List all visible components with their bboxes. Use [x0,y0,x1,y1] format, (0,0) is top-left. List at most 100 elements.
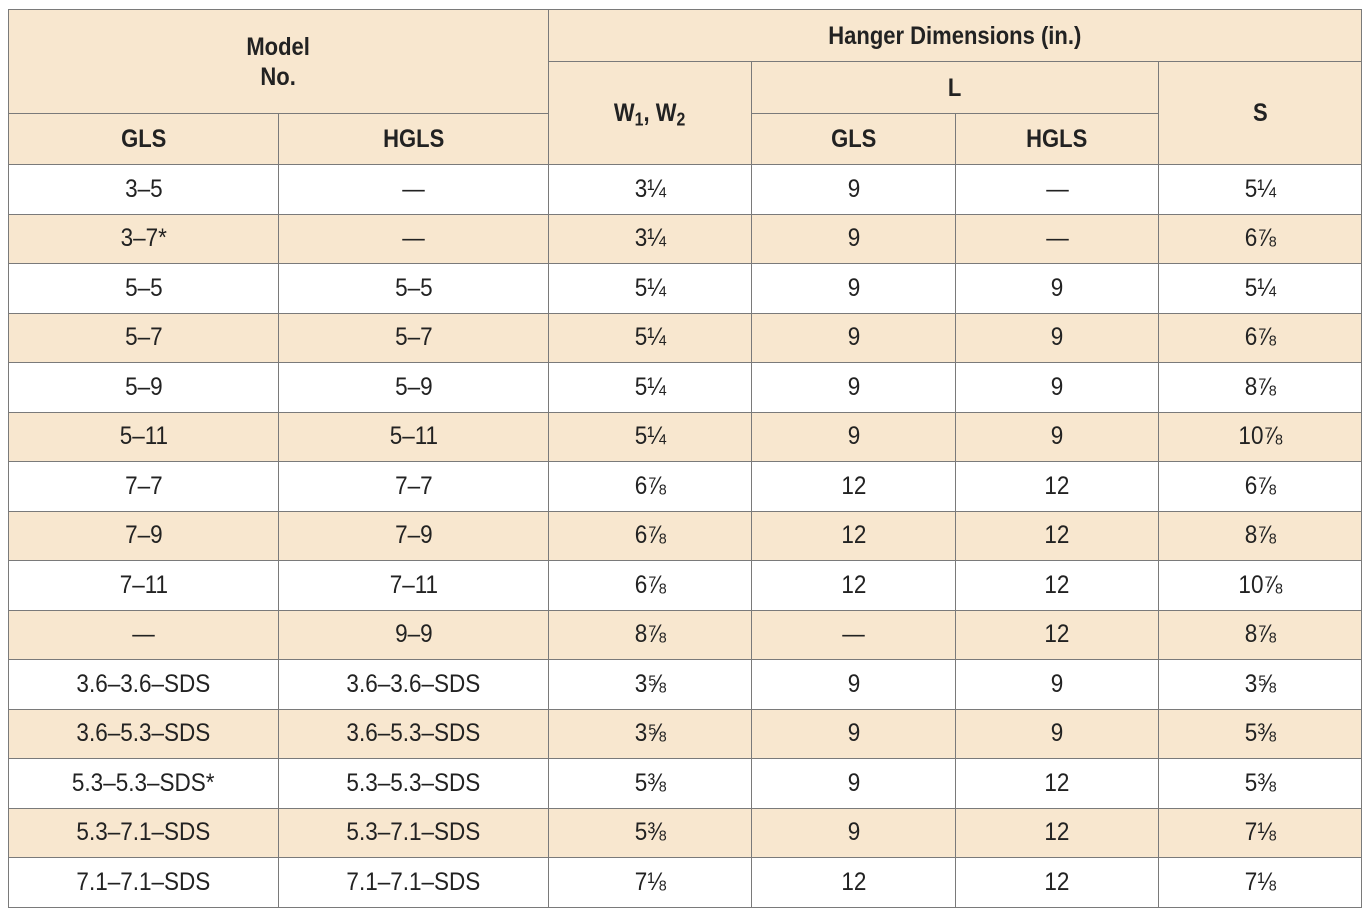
gls-model-cell: 3–5 [8,164,279,215]
hgls-model-cell: 9–9 [278,609,549,660]
w-cell: 8⅞ [548,609,752,660]
w-cell: 5¼ [548,312,752,363]
w-header: W1, W2 [548,61,752,165]
l-gls-cell: 9 [751,312,956,363]
w-cell: 5¼ [548,263,752,314]
w-cell: 3¼ [548,213,752,264]
hanger-dimensions-header: Hanger Dimensions (in.) [547,9,1363,62]
l-gls-header: GLS [751,113,956,165]
gls-model-header: GLS [8,113,279,165]
hgls-model-cell: — [278,213,549,264]
hgls-model-cell: 5.3–7.1–SDS [278,807,549,858]
w-cell: 3¼ [548,164,752,215]
s-cell: 6⅞ [1157,461,1363,512]
l-hgls-cell: — [955,213,1159,264]
l-hgls-cell: 9 [955,312,1159,363]
w-cell: 5¼ [548,411,752,462]
l-hgls-cell: — [955,164,1159,215]
gls-model-cell: 7–9 [8,510,279,561]
l-gls-cell: 9 [751,411,956,462]
s-cell: 5⅜ [1157,708,1363,759]
l-hgls-cell: 12 [955,758,1159,809]
hgls-model-cell: 5–7 [278,312,549,363]
table-row: 5–5 5–5 5¼ 9 9 5¼ [8,263,1363,314]
s-cell: 3⅝ [1157,659,1363,710]
gls-model-cell: 5–11 [8,411,279,462]
w-cell: 5¼ [548,362,752,413]
w-sub-b: 2 [676,109,686,130]
s-cell: 5⅜ [1157,758,1363,809]
gls-model-cell: — [8,609,279,660]
w-cell: 7⅛ [548,857,752,908]
l-gls-cell: 12 [751,560,956,611]
l-gls-cell: 12 [751,857,956,908]
hgls-model-cell: 7–11 [278,560,549,611]
l-hgls-header: HGLS [955,113,1159,165]
l-gls-cell: 9 [751,263,956,314]
l-hgls-cell: 12 [955,461,1159,512]
hgls-model-cell: 7–7 [278,461,549,512]
l-gls-cell: 12 [751,510,956,561]
s-cell: 5¼ [1157,263,1363,314]
s-cell: 5¼ [1157,164,1363,215]
w-cell: 5⅜ [548,807,752,858]
l-hgls-cell: 9 [955,362,1159,413]
table-row: 7–9 7–9 6⅞ 12 12 8⅞ [8,510,1363,561]
gls-model-cell: 3–7* [8,213,279,264]
w-cell: 6⅞ [548,461,752,512]
l-gls-cell: 9 [751,708,956,759]
table-row: 5.3–5.3–SDS* 5.3–5.3–SDS 5⅜ 9 12 5⅜ [8,758,1363,809]
l-hgls-cell: 12 [955,857,1159,908]
header-row-2: W1, W2 L S [9,61,1363,165]
w-sub-a: 1 [635,109,644,130]
l-hgls-cell: 9 [955,263,1159,314]
w-cell: 3⅝ [548,708,752,759]
l-gls-cell: 9 [751,164,956,215]
w-cell: 3⅝ [548,659,752,710]
l-gls-cell: 9 [751,807,956,858]
gls-model-cell: 3.6–3.6–SDS [8,659,279,710]
gls-model-cell: 5–9 [8,362,279,413]
w-label-b: W [656,99,677,127]
table-row: 7–7 7–7 6⅞ 12 12 6⅞ [8,461,1363,512]
s-cell: 6⅞ [1157,213,1363,264]
hanger-dimensions-table: Model No. Hanger Dimensions (in.) W1, W2… [8,9,1363,908]
gls-model-cell: 7.1–7.1–SDS [8,857,279,908]
hgls-model-cell: 5–9 [278,362,549,413]
gls-model-cell: 7–7 [8,461,279,512]
hgls-model-cell: 5–11 [278,411,549,462]
model-no-line2: No. [260,62,297,91]
gls-model-cell: 5.3–5.3–SDS* [8,758,279,809]
gls-model-cell: 7–11 [8,560,279,611]
s-cell: 10⅞ [1157,560,1363,611]
table-row: 5.3–7.1–SDS 5.3–7.1–SDS 5⅜ 9 12 7⅛ [8,807,1363,858]
hgls-model-cell: 3.6–3.6–SDS [278,659,549,710]
l-hgls-cell: 12 [955,510,1159,561]
hgls-model-cell: 5–5 [278,263,549,314]
table-row: 5–11 5–11 5¼ 9 9 10⅞ [8,411,1363,462]
table-row: —9–9 8⅞ —12 8⅞ [8,609,1363,660]
w-separator: , [643,99,657,127]
l-gls-cell: 12 [751,461,956,512]
gls-model-cell: 3.6–5.3–SDS [8,708,279,759]
l-hgls-cell: 9 [955,708,1159,759]
table-row: 5–7 5–7 5¼ 9 9 6⅞ [8,312,1363,363]
table-row: 7–11 7–11 6⅞ 12 12 10⅞ [8,560,1363,611]
s-cell: 6⅞ [1157,312,1363,363]
hanger-dimensions-table-wrapper: Model No. Hanger Dimensions (in.) W1, W2… [8,9,1363,908]
model-no-line1: Model [246,32,311,61]
w-cell: 5⅜ [548,758,752,809]
s-cell: 7⅛ [1157,807,1363,858]
s-header: S [1157,61,1363,165]
l-hgls-cell: 9 [955,659,1159,710]
model-no-header: Model No. [8,9,549,114]
gls-model-cell: 5–5 [8,263,279,314]
l-gls-cell: 9 [751,362,956,413]
s-cell: 8⅞ [1157,362,1363,413]
table-header: Model No. Hanger Dimensions (in.) W1, W2… [8,9,1363,165]
l-gls-cell: 9 [751,758,956,809]
s-cell: 7⅛ [1157,857,1363,908]
w-label-a: W [614,99,636,127]
table-row: 3.6–3.6–SDS 3.6–3.6–SDS 3⅝ 9 9 3⅝ [8,659,1363,710]
gls-model-cell: 5–7 [8,312,279,363]
